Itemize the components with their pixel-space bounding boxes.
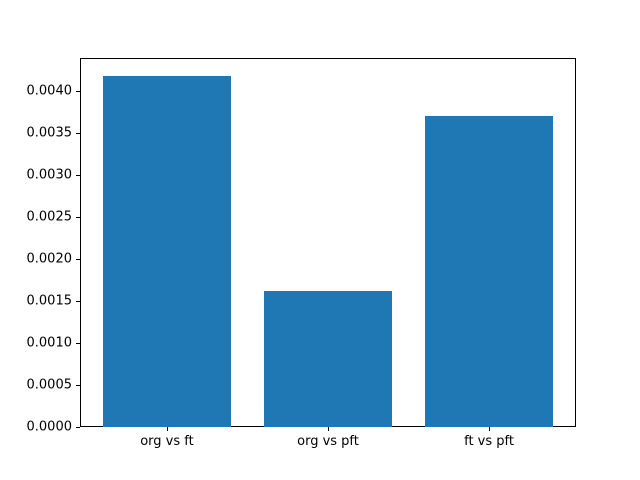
x-tick-label: org vs ft — [140, 434, 194, 449]
y-tick-mark — [76, 427, 80, 428]
bar-org-vs-ft — [102, 75, 232, 427]
x-tick-label: org vs pft — [297, 434, 359, 449]
bar-org-vs-pft — [263, 290, 393, 427]
x-tick-label: ft vs pft — [464, 434, 514, 449]
y-tick-label: 0.0010 — [26, 335, 73, 351]
y-tick-mark — [76, 216, 80, 218]
y-tick-mark — [76, 174, 80, 176]
x-tick-mark — [328, 427, 329, 431]
y-tick-label: 0.0035 — [26, 125, 73, 141]
y-tick-mark — [76, 90, 80, 92]
y-tick-label: 0.0040 — [26, 83, 73, 99]
y-tick-label: 0.0015 — [26, 293, 73, 309]
y-tick-label: 0.0005 — [26, 377, 73, 393]
x-tick-mark — [166, 427, 168, 431]
y-tick-mark — [76, 384, 80, 386]
y-tick-mark — [76, 342, 80, 344]
bar-ft-vs-pft — [424, 115, 554, 427]
y-tick-label: 0.0000 — [26, 419, 73, 435]
y-tick-mark — [76, 132, 80, 134]
y-tick-label: 0.0025 — [26, 209, 73, 225]
y-tick-mark — [76, 300, 80, 302]
x-tick-mark — [489, 427, 491, 431]
y-tick-label: 0.0030 — [26, 167, 73, 183]
y-tick-label: 0.0020 — [26, 251, 73, 267]
y-tick-mark — [76, 258, 80, 260]
